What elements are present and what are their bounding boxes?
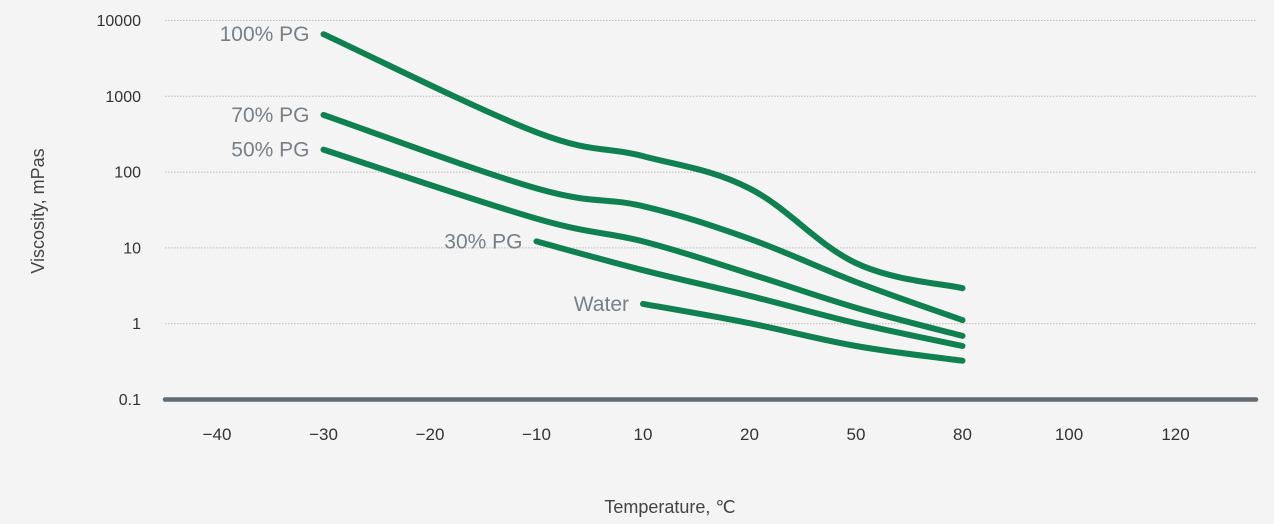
x-tick-label: 20 — [740, 425, 759, 444]
x-tick-label: −20 — [416, 425, 445, 444]
x-tick-label: −40 — [203, 425, 232, 444]
series-line-water — [640, 300, 966, 364]
x-tick-labels: −40 −30 −20 −10 10 20 50 80 100 120 — [203, 425, 1190, 444]
y-tick-label: 100 — [114, 165, 141, 182]
x-tick-label: 50 — [847, 425, 866, 444]
x-tick-label: 100 — [1055, 425, 1083, 444]
y-tick-label: 10 — [123, 240, 141, 257]
y-axis-title: Viscosity, mPas — [28, 148, 48, 273]
series-line-100-pg — [320, 31, 966, 292]
x-axis-title: Temperature, ℃ — [604, 497, 735, 517]
series-label: Water — [574, 293, 629, 316]
x-tick-label: 80 — [953, 425, 972, 444]
y-tick-labels: 10000 1000 100 10 1 0.1 — [97, 13, 142, 409]
y-tick-label: 10000 — [97, 13, 142, 30]
series-line-30-pg — [533, 238, 966, 349]
series-label: 50% PG — [231, 139, 309, 162]
x-tick-label: 120 — [1161, 425, 1189, 444]
x-tick-label: −30 — [309, 425, 338, 444]
series-label: 70% PG — [231, 104, 309, 127]
x-tick-label: −10 — [522, 425, 551, 444]
series-label: 100% PG — [220, 23, 310, 46]
series-line-50-pg — [320, 146, 966, 339]
series-labels: 100% PG 70% PG 50% PG 30% PG Water — [220, 23, 629, 316]
y-tick-label: 1000 — [105, 89, 141, 106]
x-tick-label: 10 — [634, 425, 653, 444]
y-tick-label: 0.1 — [119, 392, 141, 409]
grid-lines — [165, 20, 1256, 325]
series-label: 30% PG — [444, 230, 522, 253]
y-tick-label: 1 — [132, 316, 141, 333]
series-lines — [320, 31, 966, 364]
series-line-70-pg — [320, 111, 966, 324]
